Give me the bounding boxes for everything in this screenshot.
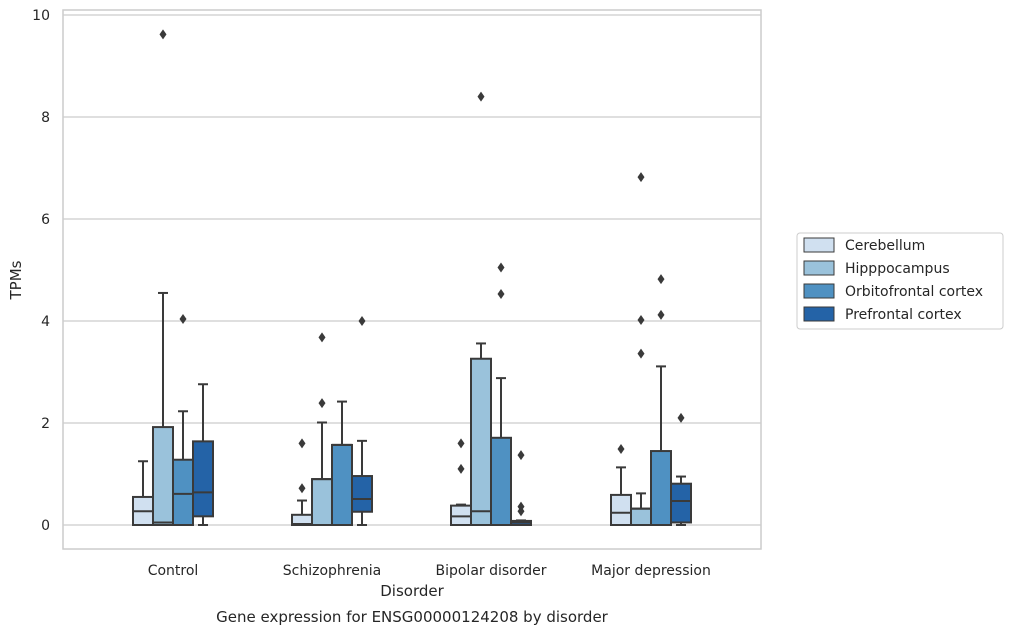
y-tick-label: 10 (32, 8, 50, 24)
x-tick-label: Schizophrenia (283, 563, 381, 579)
outlier-point (457, 463, 465, 474)
legend-swatch (803, 237, 835, 253)
y-tick-label: 2 (41, 416, 50, 432)
outlier-point (657, 309, 665, 320)
box-plot-marks (132, 29, 692, 527)
x-tick-label: Major depression (591, 563, 711, 579)
box (152, 426, 174, 526)
legend-swatch (803, 260, 835, 276)
box (490, 436, 512, 527)
box (610, 493, 632, 527)
box (192, 440, 214, 518)
outlier-point (637, 348, 645, 359)
box (450, 504, 472, 526)
box (630, 507, 652, 526)
outlier-point (179, 313, 187, 324)
box (470, 357, 492, 526)
outlier-point (677, 412, 685, 423)
outlier-point (657, 274, 665, 285)
x-axis-title: Disorder (380, 582, 444, 600)
outlier-point (617, 444, 625, 455)
box (172, 458, 194, 526)
y-axis-ticks: 0 2 4 6 8 10 (32, 8, 50, 534)
outlier-point (477, 91, 485, 102)
outlier-point (497, 288, 505, 299)
legend: Cerebellum Hipppocampus Orbitofrontal cort… (796, 232, 1004, 330)
box (331, 443, 353, 526)
x-axis-ticks: Control Schizophrenia Bipolar disorder Majo… (148, 563, 711, 579)
box (351, 475, 373, 513)
x-tick-label: Control (148, 563, 199, 579)
y-axis-title: TPMs (7, 260, 25, 300)
outlier-point (517, 501, 525, 512)
outlier-point (637, 172, 645, 183)
chart-caption: Gene expression for ENSG00000124208 by d… (216, 608, 609, 626)
legend-swatch (803, 283, 835, 299)
outlier-point (497, 262, 505, 273)
box (311, 478, 333, 527)
outlier-point (457, 438, 465, 449)
legend-label: Cerebellum (845, 238, 925, 254)
legend-label: Hipppocampus (845, 261, 950, 277)
legend-label: Prefrontal cortex (845, 307, 962, 323)
outlier-point (298, 483, 306, 494)
outlier-point (298, 438, 306, 449)
outlier-point (318, 398, 326, 409)
legend-label: Orbitofrontal cortex (845, 284, 983, 300)
outlier-point (637, 314, 645, 325)
y-tick-label: 4 (41, 314, 50, 330)
y-tick-label: 6 (41, 212, 50, 228)
legend-frame (796, 232, 1004, 330)
outlier-point (318, 332, 326, 343)
x-tick-label: Bipolar disorder (435, 563, 546, 579)
y-tick-label: 0 (41, 518, 50, 534)
legend-swatch (803, 306, 835, 322)
y-tick-label: 8 (41, 110, 50, 126)
box (670, 482, 692, 524)
outlier-point (159, 29, 167, 40)
outlier-point (358, 316, 366, 326)
outlier-point (517, 450, 525, 461)
plot-frame (62, 9, 762, 550)
box (650, 450, 672, 526)
